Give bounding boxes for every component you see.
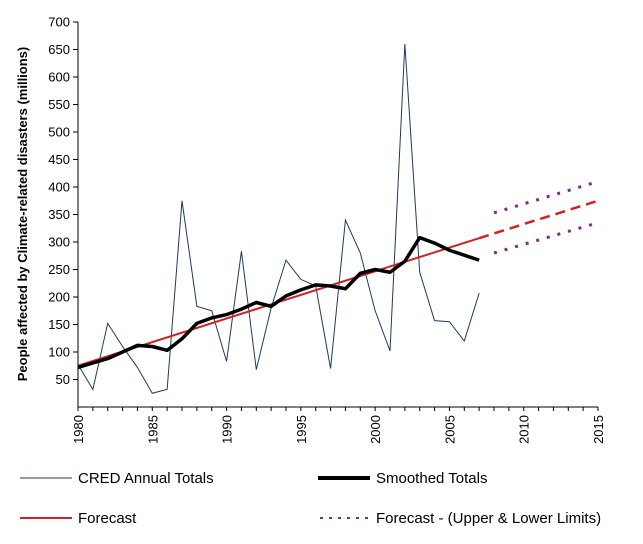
y-tick-label: 300 (48, 235, 70, 250)
legend-item-smoothed: Smoothed Totals (318, 467, 487, 489)
legend-item-annual: CRED Annual Totals (20, 467, 214, 489)
y-tick-label: 550 (48, 97, 70, 112)
y-tick-label: 350 (48, 207, 70, 222)
x-tick-label: 1985 (145, 415, 160, 444)
y-tick-label: 500 (48, 125, 70, 140)
legend-label-forecast: Forecast (78, 509, 137, 527)
y-tick-label: 50 (56, 372, 70, 387)
chart: 50 100 150 200 250 300 350 400 450 500 550 600 650 70… (15, 15, 606, 444)
legend-label-limits: Forecast - (Upper & Lower Limits) (376, 509, 602, 527)
y-tick-label: 200 (48, 290, 70, 305)
series-forecast-projection (478, 199, 599, 240)
legend-label-annual: CRED Annual Totals (78, 469, 214, 487)
x-ticks: 1980 1985 1990 1995 2000 2005 2010 2015 (71, 407, 606, 444)
x-tick-label: 2015 (591, 415, 606, 444)
legend-item-limits: Forecast - (Upper & Lower Limits) (318, 507, 601, 529)
y-tick-label: 450 (48, 152, 70, 167)
series-limit-upper (493, 180, 599, 215)
series-annual-line (77, 43, 480, 394)
y-tick-label: 650 (48, 42, 70, 57)
y-tick-label: 600 (48, 70, 70, 85)
legend: CRED Annual Totals Smoothed Totals Forec… (0, 455, 643, 544)
legend-swatch-annual (20, 477, 72, 479)
x-tick-label: 2000 (368, 415, 383, 444)
x-tick-label: 2010 (517, 415, 532, 444)
y-tick-label: 100 (48, 345, 70, 360)
series-limit-lower (493, 221, 599, 255)
y-tick-label: 150 (48, 317, 70, 332)
y-tick-label: 700 (48, 15, 70, 30)
y-axis-title: People affected by Climate-related disas… (15, 47, 30, 382)
legend-swatch-limits (320, 517, 370, 519)
x-tick-label: 1990 (220, 415, 235, 444)
y-tick-label: 400 (48, 180, 70, 195)
plot-area (77, 43, 599, 394)
y-ticks: 50 100 150 200 250 300 350 400 450 500 550 600 650 70… (48, 15, 78, 387)
y-tick-label: 250 (48, 262, 70, 277)
legend-swatch-forecast (20, 517, 72, 519)
x-tick-label: 1995 (294, 415, 309, 444)
x-tick-label: 1980 (71, 415, 86, 444)
legend-item-forecast: Forecast (20, 507, 136, 529)
series-smoothed-line (77, 235, 480, 370)
legend-swatch-smoothed (318, 476, 370, 480)
legend-label-smoothed: Smoothed Totals (376, 469, 488, 487)
x-tick-label: 2005 (442, 415, 457, 444)
